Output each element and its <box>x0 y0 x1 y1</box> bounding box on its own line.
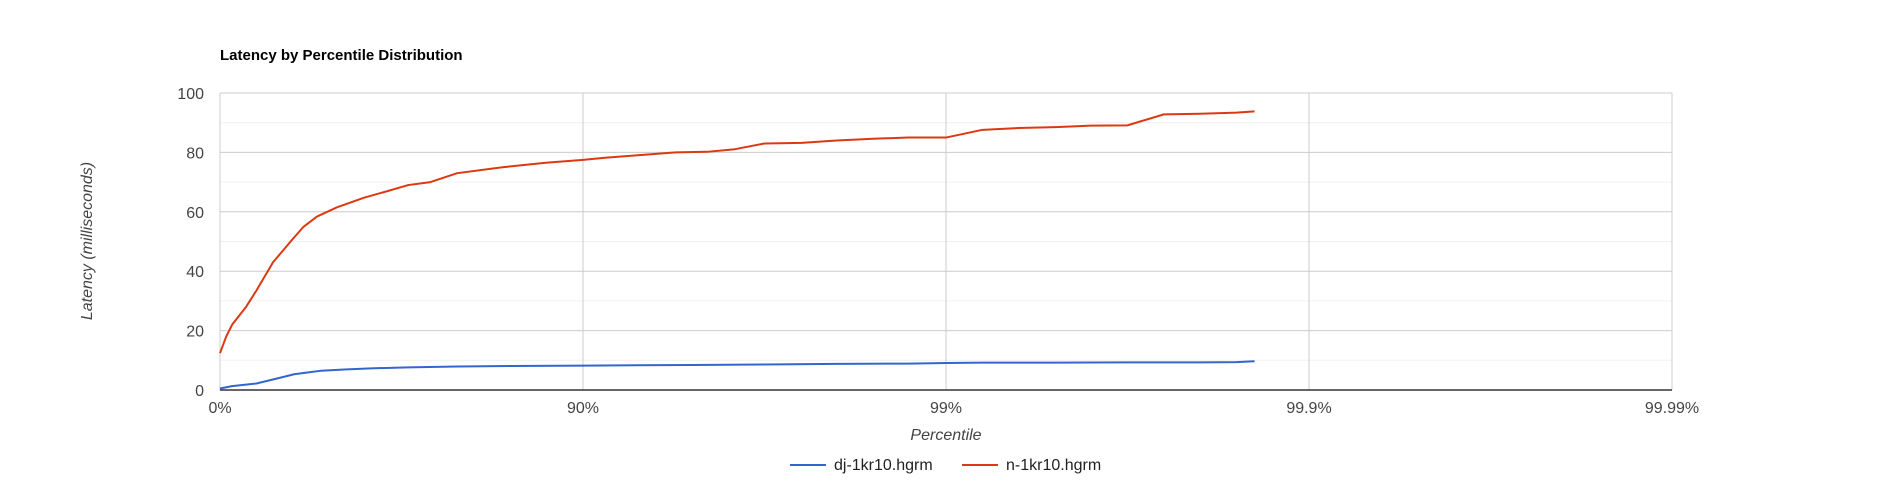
chart-title: Latency by Percentile Distribution <box>220 47 463 64</box>
series-lines <box>219 110 1255 390</box>
tick-labels: 0 20 40 60 80 100 0% 90% 99% 99.9% 99.99% <box>177 86 1699 417</box>
series-line-1 <box>219 110 1255 354</box>
y-tick-label: 40 <box>186 264 204 281</box>
y-axis-label: Latency (milliseconds) <box>79 162 96 320</box>
y-tick-label: 60 <box>186 205 204 222</box>
x-axis-label: Percentile <box>910 427 981 444</box>
x-tick-label: 99.99% <box>1645 400 1699 417</box>
grid-lines <box>219 92 1673 390</box>
series-line-0 <box>219 360 1255 390</box>
y-tick-label: 0 <box>195 383 204 400</box>
y-tick-label: 100 <box>177 86 204 103</box>
y-tick-label: 20 <box>186 324 204 341</box>
x-tick-label: 90% <box>567 400 599 417</box>
legend: dj-1kr10.hgrm n-1kr10.hgrm <box>790 457 1101 474</box>
x-tick-label: 99% <box>930 400 962 417</box>
legend-label: dj-1kr10.hgrm <box>834 457 933 474</box>
x-tick-label: 0% <box>208 400 231 417</box>
legend-label: n-1kr10.hgrm <box>1006 457 1101 474</box>
x-tick-label: 99.9% <box>1286 400 1331 417</box>
y-tick-label: 80 <box>186 145 204 162</box>
